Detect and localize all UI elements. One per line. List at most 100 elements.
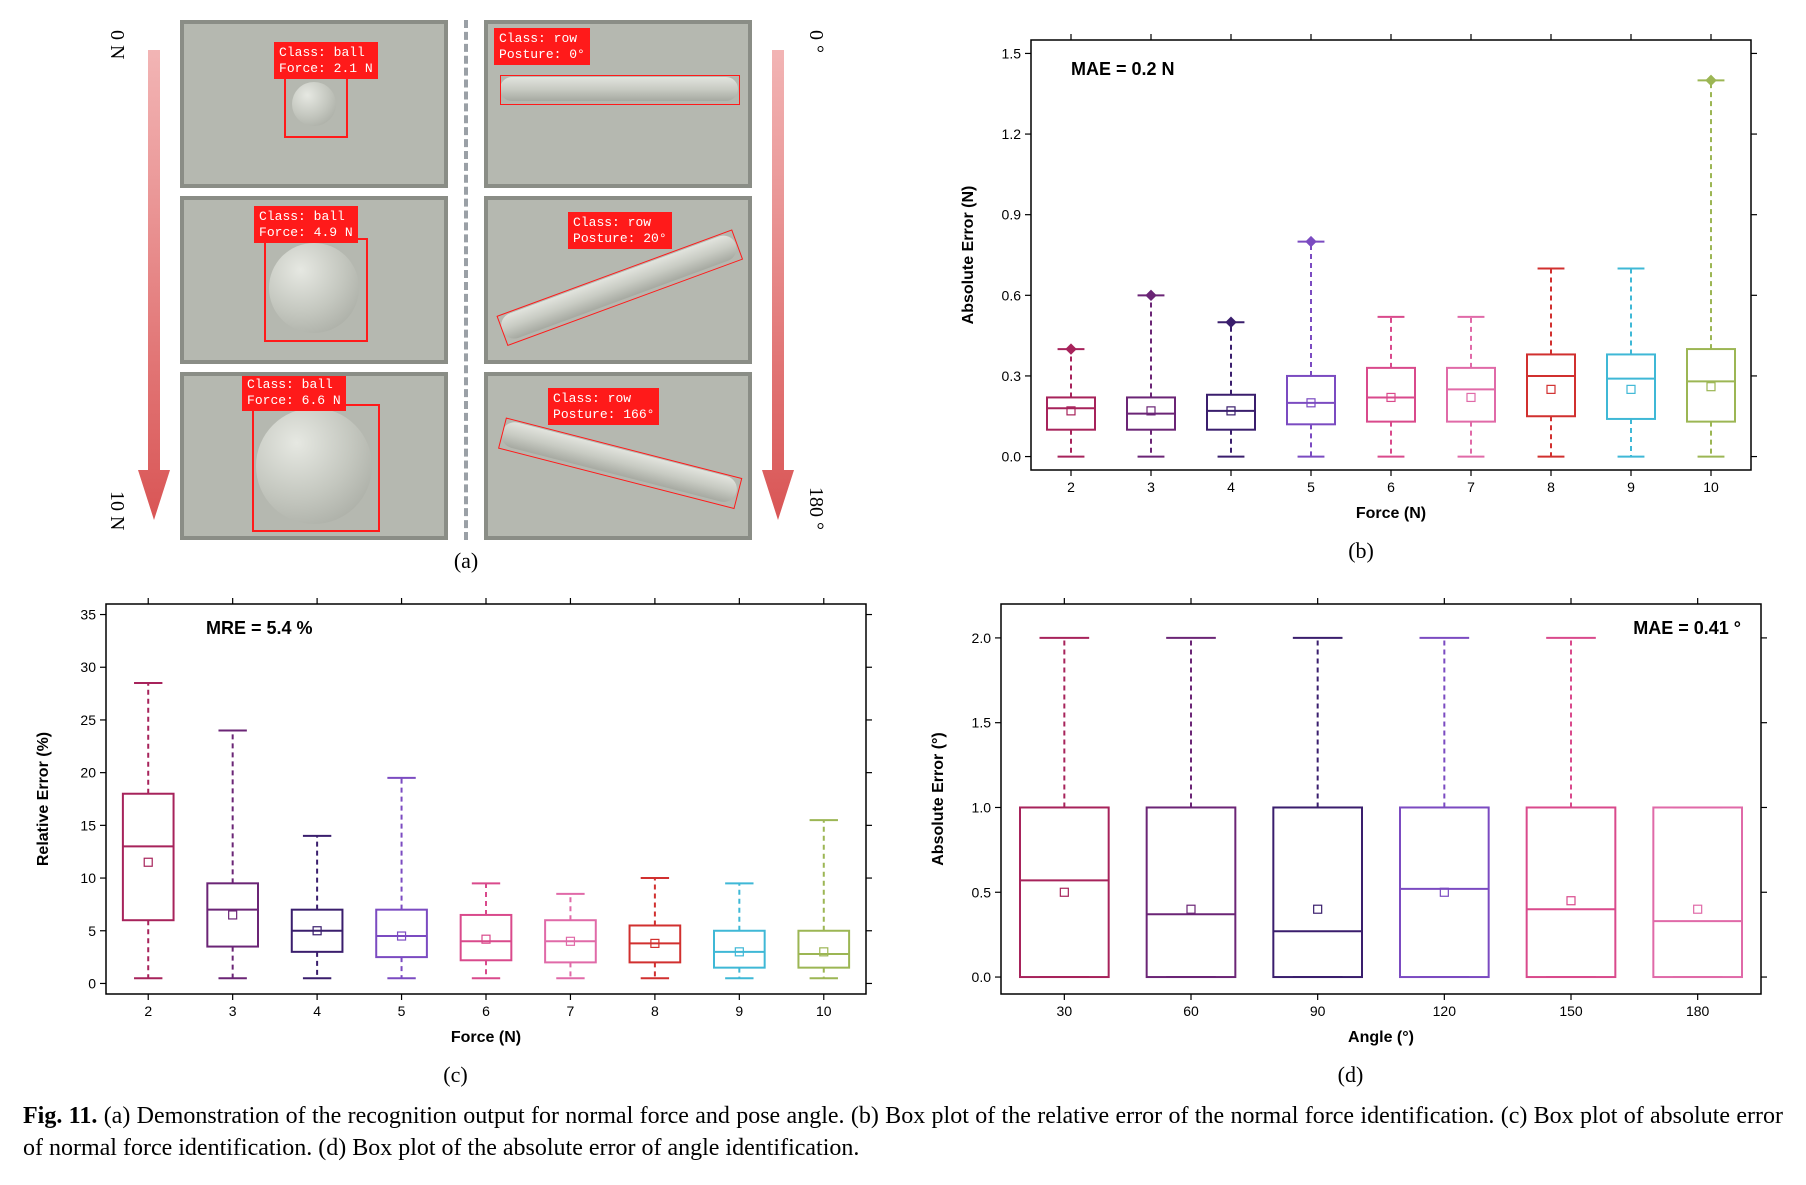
sensor-image: Class: row Posture: 0°: [484, 20, 752, 188]
svg-text:30: 30: [1056, 1003, 1072, 1019]
svg-text:MAE = 0.2 N: MAE = 0.2 N: [1071, 59, 1175, 79]
svg-text:30: 30: [80, 659, 96, 675]
svg-text:60: 60: [1183, 1003, 1199, 1019]
svg-text:Relative Error (%): Relative Error (%): [35, 732, 52, 866]
boxplot-b: 0.0 0.3 0.6 0.9 1.2 1.5 2 3 4 5 6 7 8 9 10 Force (N) Abs…: [951, 20, 1771, 530]
svg-text:180: 180: [1685, 1003, 1709, 1019]
figure-caption: Fig. 11. (a) Demonstration of the recogn…: [23, 1100, 1783, 1165]
detection-label: Class: row Posture: 0°: [494, 28, 590, 65]
svg-text:5: 5: [397, 1003, 405, 1019]
svg-text:120: 120: [1432, 1003, 1456, 1019]
svg-text:Absolute Error (N): Absolute Error (N): [960, 186, 977, 325]
detection-label: Class: ball Force: 2.1 N: [274, 42, 378, 79]
panel-a-content: 0 N 10 N Class: ball Force: 2.1 NClass: …: [105, 20, 827, 540]
right-axis-top: 0 °: [804, 30, 827, 53]
right-axis-bottom: 180 °: [804, 487, 827, 530]
svg-text:1.0: 1.0: [971, 799, 991, 815]
svg-text:1.2: 1.2: [1002, 126, 1022, 142]
svg-text:Absolute Error (°): Absolute Error (°): [930, 732, 947, 866]
detection-label: Class: ball Force: 6.6 N: [242, 374, 346, 411]
svg-text:2.0: 2.0: [971, 630, 991, 646]
svg-text:0.6: 0.6: [1002, 287, 1022, 303]
panel-b: 0.0 0.3 0.6 0.9 1.2 1.5 2 3 4 5 6 7 8 9 10 Force (N) Abs…: [939, 20, 1783, 574]
svg-text:Force (N): Force (N): [1356, 505, 1426, 522]
svg-text:4: 4: [313, 1003, 321, 1019]
svg-text:5: 5: [88, 923, 96, 939]
svg-text:90: 90: [1309, 1003, 1325, 1019]
arrow-down-icon: [134, 30, 174, 530]
svg-text:2: 2: [144, 1003, 152, 1019]
sensor-image: Class: row Posture: 166°: [484, 372, 752, 540]
svg-text:8: 8: [1547, 479, 1555, 495]
svg-text:150: 150: [1559, 1003, 1583, 1019]
svg-text:3: 3: [228, 1003, 236, 1019]
svg-text:10: 10: [80, 870, 96, 886]
svg-text:6: 6: [1387, 479, 1395, 495]
svg-text:7: 7: [566, 1003, 574, 1019]
left-axis-top: 0 N: [105, 30, 128, 59]
left-axis-bottom: 10 N: [105, 491, 128, 530]
svg-text:Force (N): Force (N): [450, 1029, 520, 1046]
sensor-image: Class: ball Force: 6.6 N: [180, 372, 448, 540]
panel-a-right-arrow: [758, 20, 798, 540]
detection-box: [498, 418, 742, 509]
ball-image-column: Class: ball Force: 2.1 N Class: ball Forc…: [180, 20, 448, 540]
svg-text:35: 35: [80, 607, 96, 623]
panel-a-divider: [464, 20, 468, 540]
svg-text:25: 25: [80, 712, 96, 728]
svg-text:10: 10: [1703, 479, 1719, 495]
svg-text:8: 8: [650, 1003, 658, 1019]
figure-11: 0 N 10 N Class: ball Force: 2.1 NClass: …: [23, 20, 1783, 1165]
detection-box: [252, 404, 380, 532]
detection-box: [264, 238, 368, 342]
svg-text:MRE = 5.4 %: MRE = 5.4 %: [206, 618, 313, 638]
row-image-column: Class: row Posture: 0° Class: row Posture…: [484, 20, 752, 540]
svg-text:20: 20: [80, 765, 96, 781]
subcaption-d: (d): [1338, 1062, 1364, 1088]
svg-text:1.5: 1.5: [971, 715, 991, 731]
sensor-image: Class: ball Force: 2.1 N: [180, 20, 448, 188]
subcaption-a: (a): [454, 548, 478, 574]
panel-a-left-axis: 0 N 10 N: [105, 20, 128, 540]
svg-text:7: 7: [1467, 479, 1475, 495]
svg-text:0: 0: [88, 975, 96, 991]
svg-text:10: 10: [815, 1003, 831, 1019]
svg-text:4: 4: [1227, 479, 1235, 495]
svg-text:3: 3: [1147, 479, 1155, 495]
boxplot-d: 0.0 0.5 1.0 1.5 2.0 30 60 90 120 150 180 Angle (°) A…: [921, 584, 1781, 1054]
sensor-image: Class: row Posture: 20°: [484, 196, 752, 364]
detection-label: Class: ball Force: 4.9 N: [254, 206, 358, 243]
panel-d: 0.0 0.5 1.0 1.5 2.0 30 60 90 120 150 180 Angle (°) A…: [918, 584, 1783, 1088]
svg-text:0.0: 0.0: [1002, 449, 1022, 465]
svg-text:9: 9: [735, 1003, 743, 1019]
arrow-down-icon: [758, 30, 798, 530]
subcaption-b: (b): [1348, 538, 1374, 564]
svg-text:6: 6: [482, 1003, 490, 1019]
row-1: 0 N 10 N Class: ball Force: 2.1 NClass: …: [23, 20, 1783, 574]
panel-a-left-arrow: [134, 20, 174, 540]
svg-text:0.3: 0.3: [1002, 368, 1022, 384]
svg-text:5: 5: [1307, 479, 1315, 495]
svg-text:Angle (°): Angle (°): [1348, 1029, 1414, 1046]
caption-label: Fig. 11.: [23, 1103, 97, 1129]
subcaption-c: (c): [443, 1062, 467, 1088]
boxplot-c: 0 5 10 15 20 25 30 35 2 3 4 5 6 7 8 9 10 Force (N) Relativ…: [26, 584, 886, 1054]
detection-box: [284, 74, 348, 138]
svg-text:0.0: 0.0: [971, 969, 991, 985]
row-2: 0 5 10 15 20 25 30 35 2 3 4 5 6 7 8 9 10 Force (N) Relativ…: [23, 584, 1783, 1088]
caption-text: (a) Demonstration of the recognition out…: [23, 1103, 1783, 1161]
detection-label: Class: row Posture: 166°: [548, 388, 659, 425]
detection-label: Class: row Posture: 20°: [568, 212, 672, 249]
svg-text:9: 9: [1627, 479, 1635, 495]
panel-a: 0 N 10 N Class: ball Force: 2.1 NClass: …: [23, 20, 909, 574]
detection-box: [500, 75, 740, 105]
svg-text:0.5: 0.5: [971, 884, 991, 900]
panel-c: 0 5 10 15 20 25 30 35 2 3 4 5 6 7 8 9 10 Force (N) Relativ…: [23, 584, 888, 1088]
panel-a-right-axis: 0 ° 180 °: [804, 20, 827, 540]
svg-text:15: 15: [80, 817, 96, 833]
svg-text:1.5: 1.5: [1002, 45, 1022, 61]
sensor-image: Class: ball Force: 4.9 N: [180, 196, 448, 364]
svg-text:MAE = 0.41 °: MAE = 0.41 °: [1633, 618, 1741, 638]
svg-text:0.9: 0.9: [1002, 207, 1022, 223]
svg-text:2: 2: [1067, 479, 1075, 495]
